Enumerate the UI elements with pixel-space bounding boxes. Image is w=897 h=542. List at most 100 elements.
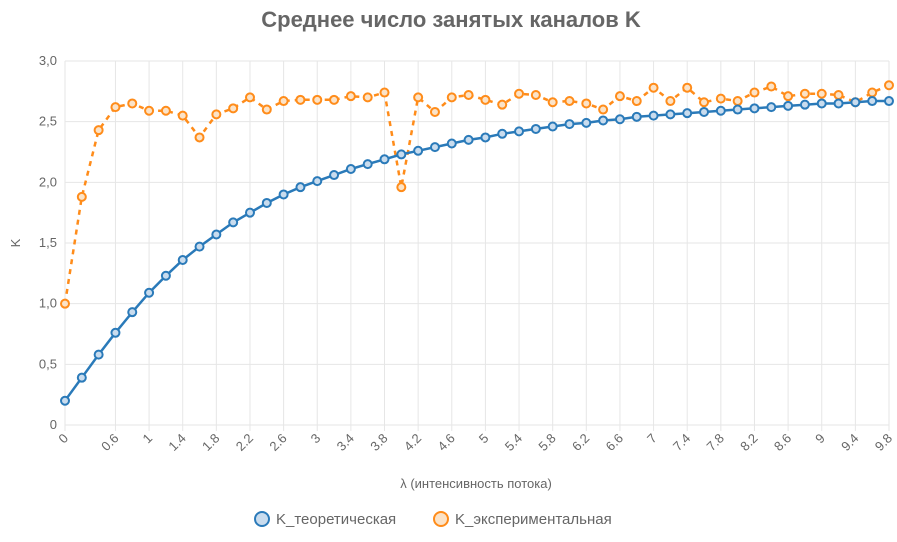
- data-point-experimental[interactable]: [514, 88, 525, 99]
- data-point-theoretical[interactable]: [312, 176, 323, 187]
- data-point-theoretical[interactable]: [598, 115, 609, 126]
- data-point-experimental[interactable]: [497, 99, 508, 110]
- data-point-experimental[interactable]: [480, 94, 491, 105]
- data-point-theoretical[interactable]: [884, 96, 894, 107]
- data-point-theoretical[interactable]: [211, 229, 222, 240]
- data-point-theoretical[interactable]: [648, 110, 659, 121]
- data-point-theoretical[interactable]: [177, 254, 188, 265]
- data-point-experimental[interactable]: [76, 191, 87, 202]
- data-point-theoretical[interactable]: [295, 182, 306, 193]
- data-point-experimental[interactable]: [329, 94, 340, 105]
- data-point-experimental[interactable]: [463, 89, 474, 100]
- data-point-theoretical[interactable]: [715, 105, 726, 116]
- data-point-theoretical[interactable]: [379, 154, 390, 165]
- data-point-experimental[interactable]: [312, 94, 323, 105]
- data-point-theoretical[interactable]: [110, 327, 121, 338]
- data-point-experimental[interactable]: [833, 89, 844, 100]
- data-point-experimental[interactable]: [547, 97, 558, 108]
- data-point-theoretical[interactable]: [783, 100, 794, 111]
- data-point-experimental[interactable]: [715, 93, 726, 104]
- data-point-theoretical[interactable]: [60, 395, 70, 406]
- data-point-experimental[interactable]: [530, 89, 541, 100]
- data-point-experimental[interactable]: [867, 87, 878, 98]
- data-point-experimental[interactable]: [144, 105, 155, 116]
- data-point-theoretical[interactable]: [228, 217, 239, 228]
- data-point-theoretical[interactable]: [682, 108, 693, 119]
- data-point-theoretical[interactable]: [429, 142, 440, 153]
- data-point-theoretical[interactable]: [564, 119, 575, 130]
- data-point-theoretical[interactable]: [463, 134, 474, 145]
- data-point-theoretical[interactable]: [699, 106, 710, 117]
- data-point-experimental[interactable]: [766, 81, 777, 92]
- data-point-experimental[interactable]: [278, 96, 289, 107]
- data-point-theoretical[interactable]: [749, 103, 760, 114]
- data-point-experimental[interactable]: [631, 96, 642, 107]
- data-point-experimental[interactable]: [682, 82, 693, 93]
- data-point-experimental[interactable]: [60, 298, 70, 309]
- data-point-theoretical[interactable]: [614, 114, 625, 125]
- data-point-theoretical[interactable]: [631, 111, 642, 122]
- data-point-theoretical[interactable]: [850, 97, 861, 108]
- data-point-experimental[interactable]: [884, 80, 894, 91]
- data-point-theoretical[interactable]: [530, 123, 541, 134]
- data-point-theoretical[interactable]: [732, 104, 743, 115]
- data-point-experimental[interactable]: [699, 97, 710, 108]
- data-point-theoretical[interactable]: [497, 128, 508, 139]
- data-point-experimental[interactable]: [413, 92, 424, 103]
- data-point-theoretical[interactable]: [816, 98, 827, 109]
- data-point-theoretical[interactable]: [396, 149, 407, 160]
- data-point-theoretical[interactable]: [244, 207, 255, 218]
- legend-item-experimental[interactable]: K_экспериментальная: [433, 511, 612, 528]
- data-point-theoretical[interactable]: [547, 121, 558, 132]
- data-point-experimental[interactable]: [816, 88, 827, 99]
- data-point-experimental[interactable]: [396, 182, 407, 193]
- data-point-theoretical[interactable]: [345, 163, 356, 174]
- data-point-theoretical[interactable]: [867, 96, 878, 107]
- data-point-theoretical[interactable]: [514, 126, 525, 137]
- data-point-theoretical[interactable]: [799, 99, 810, 110]
- data-point-theoretical[interactable]: [144, 287, 155, 298]
- data-point-experimental[interactable]: [127, 98, 138, 109]
- data-point-experimental[interactable]: [446, 92, 457, 103]
- data-point-theoretical[interactable]: [160, 270, 171, 281]
- data-point-theoretical[interactable]: [278, 189, 289, 200]
- data-point-theoretical[interactable]: [329, 170, 340, 181]
- data-point-theoretical[interactable]: [127, 307, 138, 318]
- data-point-theoretical[interactable]: [76, 372, 87, 383]
- data-point-experimental[interactable]: [732, 96, 743, 107]
- data-point-experimental[interactable]: [244, 92, 255, 103]
- data-point-theoretical[interactable]: [93, 349, 104, 360]
- data-point-experimental[interactable]: [93, 125, 104, 136]
- data-point-experimental[interactable]: [665, 96, 676, 107]
- data-point-experimental[interactable]: [429, 106, 440, 117]
- data-point-experimental[interactable]: [564, 96, 575, 107]
- data-point-experimental[interactable]: [614, 91, 625, 102]
- data-point-experimental[interactable]: [295, 94, 306, 105]
- data-point-experimental[interactable]: [783, 91, 794, 102]
- data-point-theoretical[interactable]: [480, 132, 491, 143]
- data-point-experimental[interactable]: [581, 98, 592, 109]
- data-point-experimental[interactable]: [211, 109, 222, 120]
- data-point-theoretical[interactable]: [833, 98, 844, 109]
- data-point-experimental[interactable]: [110, 102, 121, 113]
- data-point-experimental[interactable]: [799, 88, 810, 99]
- data-point-theoretical[interactable]: [665, 109, 676, 120]
- data-point-experimental[interactable]: [177, 110, 188, 121]
- data-point-theoretical[interactable]: [581, 117, 592, 128]
- data-point-theoretical[interactable]: [194, 241, 205, 252]
- data-point-theoretical[interactable]: [766, 102, 777, 113]
- data-point-theoretical[interactable]: [362, 159, 373, 170]
- data-point-experimental[interactable]: [648, 82, 659, 93]
- data-point-experimental[interactable]: [160, 105, 171, 116]
- data-point-experimental[interactable]: [749, 87, 760, 98]
- legend-item-theoretical[interactable]: K_теоретическая: [254, 511, 396, 528]
- data-point-experimental[interactable]: [194, 132, 205, 143]
- data-point-experimental[interactable]: [379, 87, 390, 98]
- data-point-experimental[interactable]: [261, 104, 272, 115]
- data-point-experimental[interactable]: [598, 104, 609, 115]
- data-point-theoretical[interactable]: [261, 197, 272, 208]
- data-point-experimental[interactable]: [362, 92, 373, 103]
- data-point-experimental[interactable]: [228, 103, 239, 114]
- data-point-theoretical[interactable]: [413, 145, 424, 156]
- data-point-theoretical[interactable]: [446, 138, 457, 149]
